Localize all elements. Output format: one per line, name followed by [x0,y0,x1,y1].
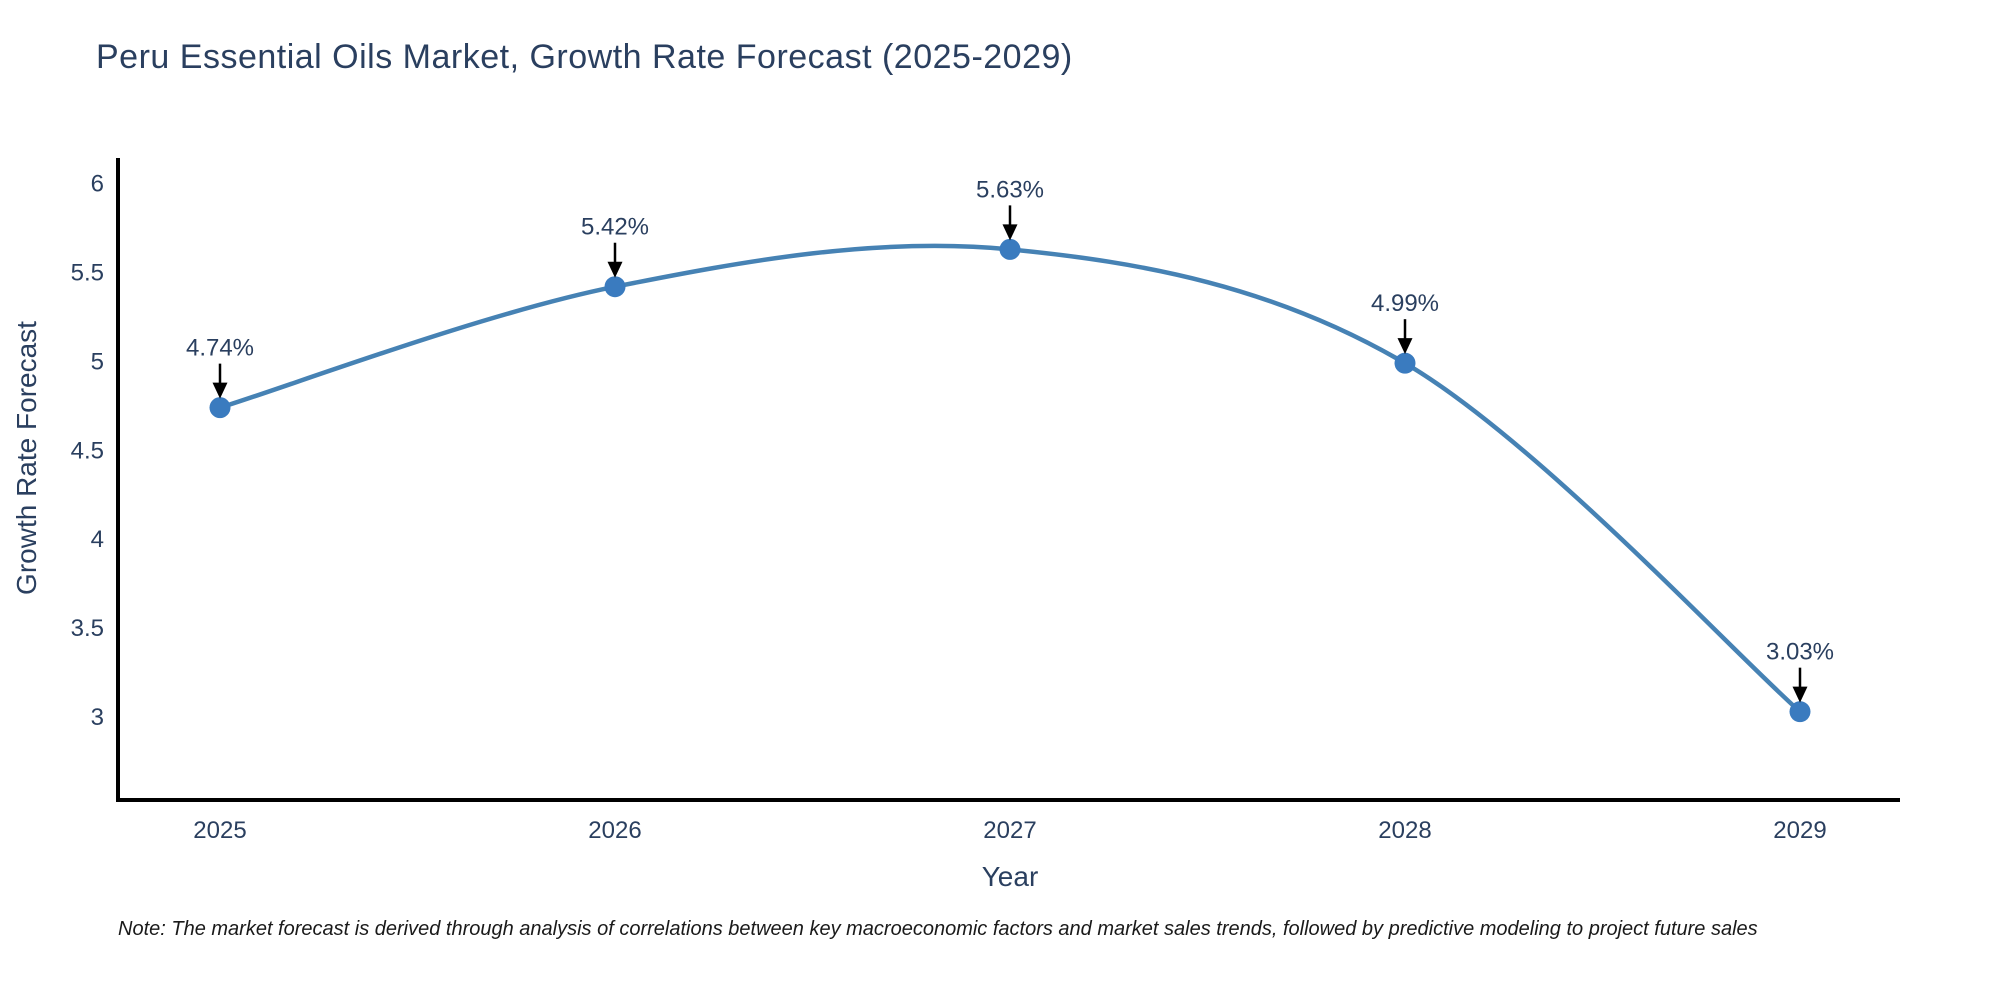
annotation-arrow-head [1792,686,1808,703]
y-axis-title: Growth Rate Forecast [11,321,42,595]
y-tick-label: 4 [91,526,104,553]
point-value-label: 3.03% [1766,639,1834,666]
y-tick-label: 5.5 [71,260,104,287]
trend-line [217,243,1803,714]
y-tick-label: 6 [91,171,104,198]
y-tick-label: 4.5 [71,437,104,464]
y-tick-label: 3.5 [71,615,104,642]
x-tick-label: 2026 [588,817,641,844]
chart-title: Peru Essential Oils Market, Growth Rate … [96,38,1073,76]
data-point [604,276,626,298]
x-tick-label: 2028 [1378,817,1431,844]
point-value-label: 5.63% [976,176,1044,203]
annotation-arrow-head [1397,338,1413,355]
x-tick-label: 2029 [1773,817,1826,844]
data-point [1394,352,1416,374]
data-point [999,238,1021,260]
point-value-label: 4.99% [1371,290,1439,317]
annotation-arrow-head [1002,224,1018,241]
footnote: Note: The market forecast is derived thr… [118,918,1758,940]
point-value-label: 5.42% [581,214,649,241]
annotation-arrow-head [212,382,228,399]
data-point [209,397,231,419]
x-tick-label: 2027 [983,817,1036,844]
data-point [1789,701,1811,723]
y-tick-label: 3 [91,704,104,731]
x-axis-title: Year [982,861,1039,892]
y-tick-label: 5 [91,348,104,375]
x-tick-label: 2025 [193,817,246,844]
point-value-label: 4.74% [186,335,254,362]
annotation-arrow-head [607,261,623,278]
plot-area: 3 3.5 4 4.5 5 5.5 6 2025 2026 2027 2028 2029 4.74% 5.… [71,171,1834,844]
